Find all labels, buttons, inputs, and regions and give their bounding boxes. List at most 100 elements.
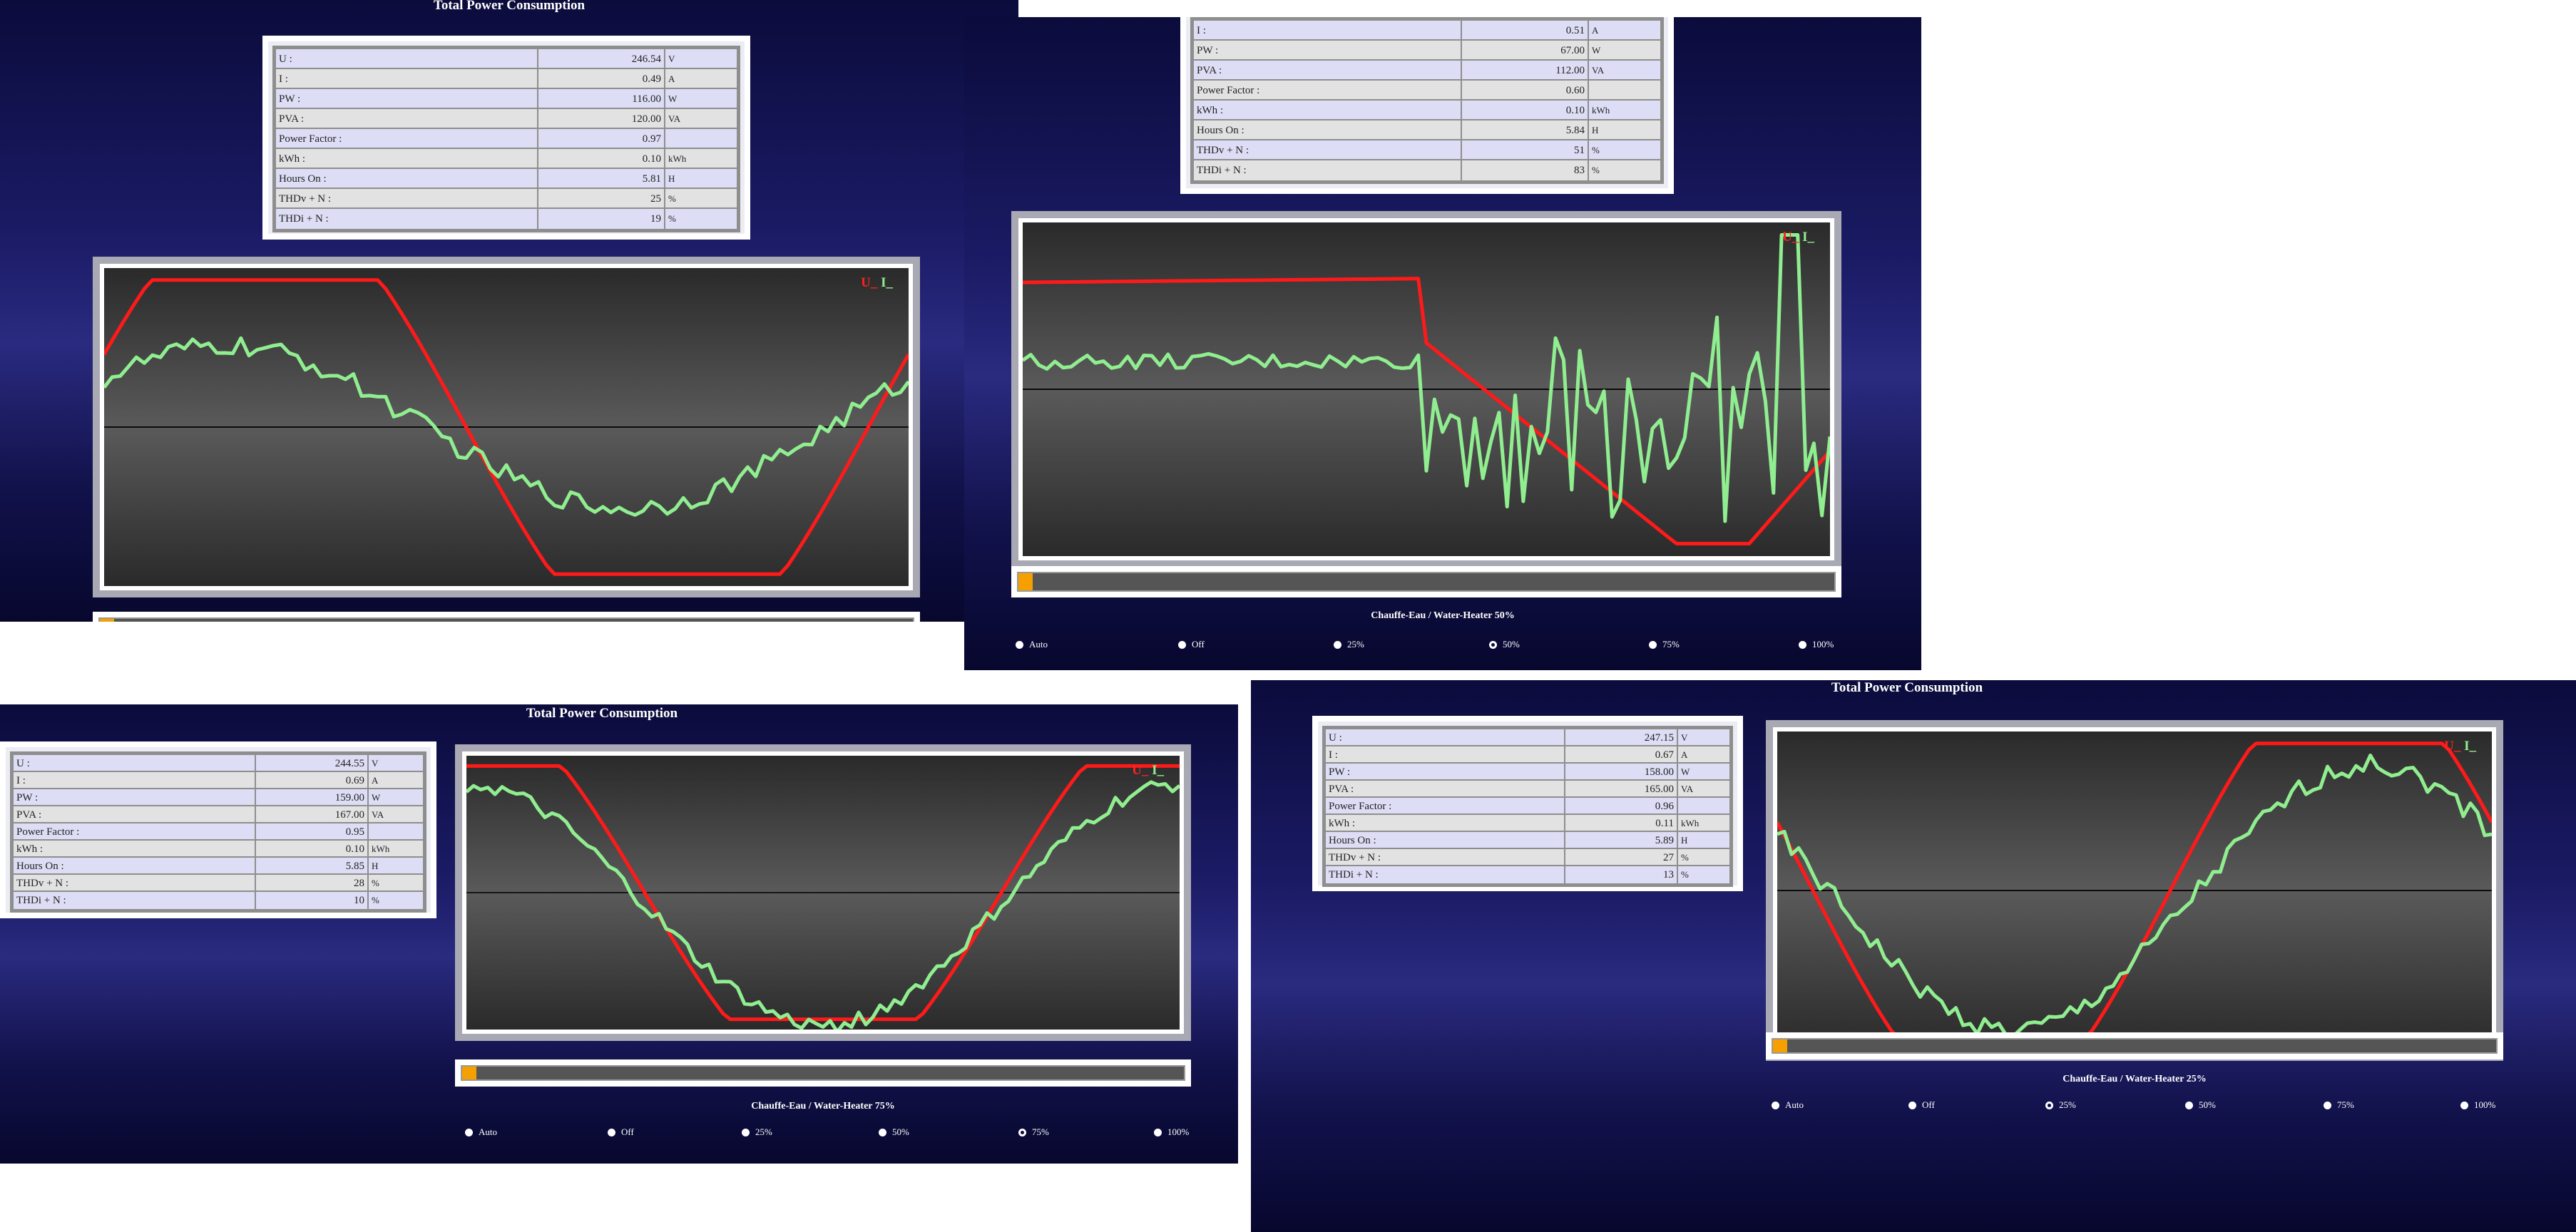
panel-3: Total Power Consumption U :244.55 V I :0.6… [0,704,1238,1164]
measurement-unit: W [668,93,678,104]
measurement-unit: % [668,193,676,204]
measurement-label: THDv + N : [1194,140,1462,159]
radio-circle-icon[interactable] [2185,1101,2193,1109]
mode-radio-auto[interactable]: Auto [465,1126,497,1138]
measurement-unit [665,129,737,148]
slider-thumb[interactable] [1018,573,1033,590]
mode-radio-100pct[interactable]: 100% [1154,1126,1189,1138]
measurement-unit: VA [372,809,384,820]
measurement-row: THDv + N :51% [1194,140,1660,160]
measurement-label: U : [14,755,256,771]
radio-circle-icon[interactable] [2045,1101,2053,1109]
radio-circle-icon[interactable] [2324,1101,2331,1109]
measurement-row: PW :158.00 W [1326,764,1729,781]
radio-circle-icon[interactable] [1016,640,1023,649]
measurement-label: THDi + N : [1194,160,1462,180]
radio-circle-icon[interactable] [1178,640,1186,649]
mode-radio-off[interactable]: Off [608,1126,634,1138]
measurement-unit [1589,81,1660,99]
mode-radio-100pct[interactable]: 100% [1799,639,1834,650]
mode-radio-auto[interactable]: Auto [1016,639,1048,650]
page-title: Total Power Consumption [526,706,678,721]
measurement-row: Hours On :5.85 H [14,858,423,875]
mode-radio-50pct[interactable]: 50% [2185,1099,2216,1111]
legend-voltage: U [1132,763,1142,778]
radio-circle-icon[interactable] [1908,1101,1916,1109]
mode-radio-auto[interactable]: Auto [1772,1099,1804,1111]
measurement-row: THDi + N :19% [276,209,737,229]
measurement-value: 0.49 [538,69,665,88]
measurement-unit: kWh [372,843,390,854]
slider-thumb[interactable] [1773,1040,1787,1052]
mode-radio-group: Auto Off 25% 50% 75% 100% [1251,1099,2576,1116]
legend-voltage: U [2444,739,2454,754]
chart-legend: U_ I_ [1782,230,1814,245]
measurement-unit: kWh [1592,105,1610,115]
voltage-trace [104,280,909,575]
heater-mode-title: Chauffe-Eau / Water-Heater 25% [2063,1074,2207,1084]
measurement-label: kWh : [1194,101,1462,119]
measurement-value: 28 [256,875,369,890]
radio-circle-icon[interactable] [1649,640,1657,649]
measurement-value: 158.00 [1565,764,1678,779]
mode-radio-off[interactable]: Off [1908,1099,1935,1111]
radio-circle-icon[interactable] [465,1128,473,1136]
measurement-value: 167.00 [256,806,369,822]
measurement-value: 0.10 [256,841,369,856]
measurement-value: 83 [1462,160,1589,180]
measurement-row: THDi + N :10% [14,892,423,909]
radio-circle-icon[interactable] [879,1128,886,1136]
radio-circle-icon[interactable] [1018,1128,1026,1136]
slider-thumb[interactable] [462,1067,476,1079]
mode-radio-25pct[interactable]: 25% [742,1126,772,1138]
radio-circle-icon[interactable] [1334,640,1341,649]
panel-1: Total Power Consumption U :246.54 V I :0.4… [0,0,1018,622]
measurement-unit: % [372,895,379,905]
power-slider[interactable] [1766,1032,2503,1059]
radio-label: 50% [2199,1099,2216,1110]
radio-label: 75% [1032,1126,1049,1137]
mode-radio-50pct[interactable]: 50% [1489,639,1520,650]
mode-radio-25pct[interactable]: 25% [2045,1099,2076,1111]
measurement-row: THDi + N :83% [1194,160,1660,180]
measurement-label: I : [276,69,538,88]
measurement-value: 10 [256,892,369,909]
mode-radio-50pct[interactable]: 50% [879,1126,909,1138]
measurement-row: Power Factor :0.95 [14,823,423,841]
measurement-value: 5.84 [1462,120,1589,139]
measurements-table: I :0.51 A PW :67.00 W PVA :112.00 VA Power Fac… [1180,17,1674,194]
mode-radio-75pct[interactable]: 75% [1018,1126,1049,1138]
mode-radio-off[interactable]: Off [1178,639,1205,650]
measurement-row: I :0.69 A [14,772,423,789]
radio-circle-icon[interactable] [608,1128,615,1136]
radio-circle-icon[interactable] [1772,1101,1779,1109]
measurement-row: Hours On :5.81 H [276,169,737,189]
radio-circle-icon[interactable] [742,1128,750,1136]
measurement-row: PW :67.00 W [1194,41,1660,61]
measurement-value: 246.54 [538,49,665,68]
measurement-value: 19 [538,209,665,229]
measurement-label: THDv + N : [1326,849,1565,865]
radio-label: 100% [2474,1099,2496,1110]
radio-circle-icon[interactable] [2460,1101,2468,1109]
measurement-label: U : [276,49,538,68]
mode-radio-75pct[interactable]: 75% [2324,1099,2354,1111]
legend-current: I [2464,739,2470,754]
radio-label: Off [1192,639,1205,650]
radio-circle-icon[interactable] [1799,640,1806,649]
power-slider[interactable] [1011,566,1841,597]
mode-radio-100pct[interactable]: 100% [2460,1099,2495,1111]
radio-label: Auto [1785,1099,1804,1110]
measurement-row: PVA :165.00 VA [1326,781,1729,798]
mode-radio-25pct[interactable]: 25% [1334,639,1364,650]
power-slider[interactable] [93,612,920,622]
power-slider[interactable] [455,1059,1191,1087]
measurement-unit: kWh [668,153,687,164]
measurement-unit: A [668,73,675,84]
mode-radio-75pct[interactable]: 75% [1649,639,1680,650]
measurement-label: I : [1194,21,1462,39]
radio-circle-icon[interactable] [1489,640,1497,649]
radio-circle-icon[interactable] [1154,1128,1162,1136]
slider-thumb[interactable] [100,619,114,622]
radio-label: 25% [1347,639,1364,650]
